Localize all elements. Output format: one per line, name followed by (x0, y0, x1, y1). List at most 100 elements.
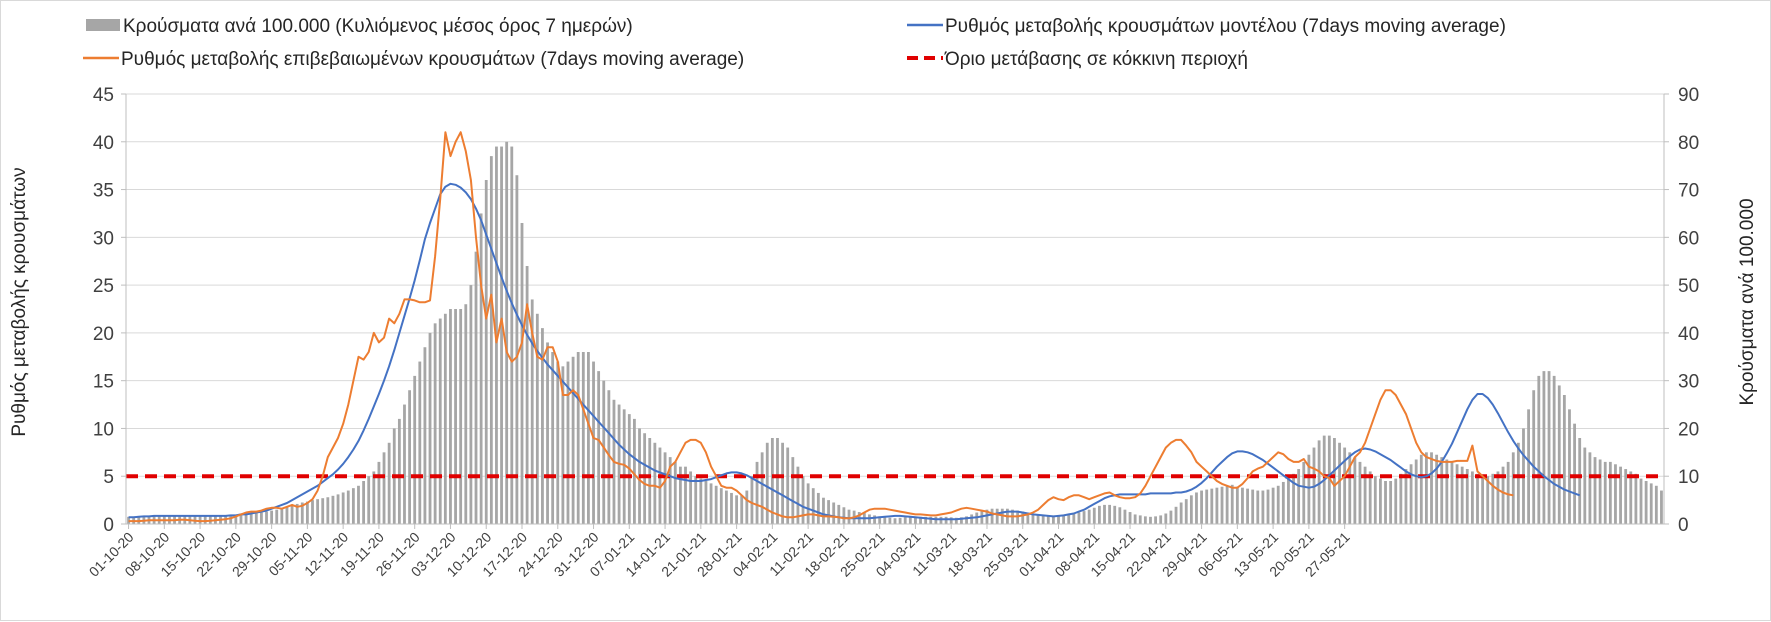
bar-cases (689, 471, 693, 524)
bar-cases (280, 508, 284, 524)
bar-cases (903, 517, 907, 524)
bar-cases (1379, 478, 1382, 524)
bar-cases (1465, 469, 1469, 524)
bar-cases (939, 516, 943, 524)
bar-cases (459, 309, 463, 524)
bar-cases (1261, 490, 1265, 524)
bar-cases (1389, 481, 1393, 524)
bar-cases (1235, 486, 1239, 524)
axes (121, 93, 1669, 529)
bar-cases (1046, 516, 1050, 524)
y-left-tick-label: 45 (93, 85, 114, 106)
bar-cases (678, 466, 682, 524)
bar-cases (300, 502, 304, 524)
bar-cases (699, 478, 703, 524)
bar-cases (1384, 481, 1387, 524)
bar-cases (1348, 452, 1352, 524)
bar-cases (535, 313, 539, 524)
bar-cases (1169, 510, 1173, 524)
bar-cases (336, 494, 340, 524)
bar-cases (244, 514, 248, 524)
bar-cases (571, 356, 575, 524)
bar-cases (781, 442, 784, 524)
bar-cases (832, 502, 836, 524)
bar-cases (290, 505, 294, 524)
bar-cases (1092, 507, 1096, 524)
bar-cases (530, 299, 534, 524)
bar-cases (1506, 461, 1510, 524)
bar-cases (198, 515, 202, 524)
bar-cases (1138, 515, 1142, 524)
bar-cases (949, 517, 953, 524)
bar-cases (443, 313, 447, 524)
bar-cases (1159, 515, 1163, 524)
bar-cases (1292, 473, 1295, 524)
bar-cases (658, 447, 662, 524)
legend-item-model-rate: Ρυθμός μεταβολής κρουσμάτων μοντέλου (7d… (907, 16, 1506, 37)
bar-cases (1215, 487, 1219, 524)
bar-cases (1491, 473, 1495, 524)
bar-cases (745, 490, 749, 524)
y-left-tick-label: 40 (93, 133, 114, 154)
y-right-tick-label: 30 (1678, 372, 1699, 393)
bar-cases (730, 492, 733, 524)
y-right-tick-label: 80 (1678, 133, 1699, 154)
legend: Κρούσματα ανά 100.000 (Κυλιόμενος μέσος … (83, 16, 1506, 70)
bar-cases (397, 418, 401, 524)
bar-cases (1077, 512, 1081, 524)
bar-cases (1614, 464, 1617, 524)
bar-cases (724, 490, 728, 524)
bar-cases (1619, 466, 1622, 524)
bar-cases (382, 452, 386, 524)
bar-cases (919, 516, 922, 524)
bar-cases (663, 452, 667, 524)
bar-cases (1123, 509, 1127, 524)
bar-cases (960, 517, 963, 524)
bar-cases (883, 517, 887, 524)
bar-cases (433, 323, 437, 524)
bar-cases (525, 266, 529, 524)
bar-cases (556, 361, 560, 524)
bar-cases (1358, 461, 1362, 524)
bar-cases (1271, 487, 1275, 524)
bar-cases (1562, 395, 1566, 524)
y-right-tick-label: 90 (1678, 85, 1699, 106)
bar-cases (1419, 454, 1423, 524)
bar-cases (684, 466, 687, 524)
bar-cases (755, 461, 759, 524)
bar-cases (1450, 461, 1454, 524)
bar-cases (362, 481, 366, 524)
x-ticks: 01-10-2008-10-2015-10-2022-10-2029-10-20… (86, 529, 1353, 580)
bar-cases (1149, 516, 1152, 524)
bar-cases (566, 361, 570, 524)
bar-cases (914, 516, 917, 524)
bar-cases (1246, 488, 1249, 524)
bar-cases (847, 509, 851, 524)
bar-cases (934, 516, 938, 524)
y-right-ticks: 0 10 20 30 40 50 60 70 80 90 (1678, 85, 1699, 536)
legend-label-cases: Κρούσματα ανά 100.000 (Κυλιόμενος μέσος … (123, 16, 633, 37)
bar-cases (1097, 505, 1101, 524)
bar-cases (1537, 375, 1541, 524)
bar-cases (1368, 471, 1372, 524)
bar-cases (418, 361, 422, 524)
legend-item-cases: Κρούσματα ανά 100.000 (Κυλιόμενος μέσος … (86, 16, 633, 37)
y-right-tick-label: 20 (1678, 419, 1699, 440)
bar-cases (1118, 507, 1122, 524)
legend-swatch-cases (86, 19, 120, 31)
bar-cases (275, 509, 279, 524)
bar-cases (1649, 483, 1653, 524)
bar-cases (592, 361, 595, 524)
bar-cases (811, 488, 815, 524)
bar-cases (995, 508, 999, 524)
bar-cases (1021, 511, 1025, 524)
bar-cases (648, 438, 652, 524)
bar-cases (673, 461, 677, 524)
line-model-rate (128, 182, 1581, 521)
bar-cases (428, 332, 432, 524)
bar-cases (719, 488, 723, 524)
bar-cases (714, 485, 718, 524)
bar-cases (484, 180, 488, 524)
bar-cases (1174, 506, 1178, 524)
bar-cases (597, 371, 601, 524)
